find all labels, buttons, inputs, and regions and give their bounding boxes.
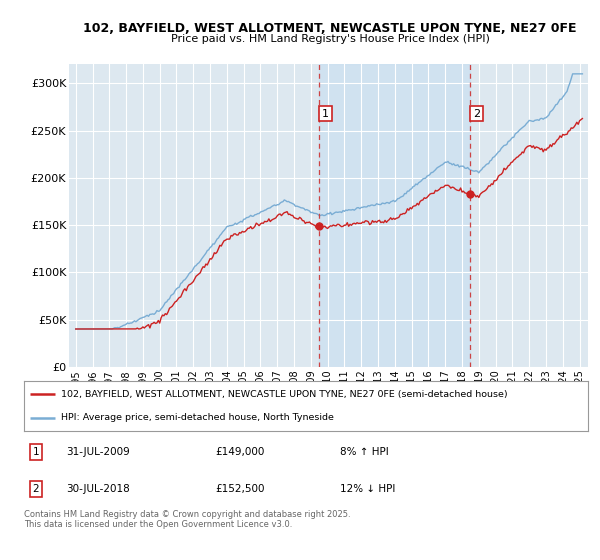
Text: 8% ↑ HPI: 8% ↑ HPI	[340, 447, 389, 457]
Text: 2: 2	[32, 484, 39, 494]
Text: Contains HM Land Registry data © Crown copyright and database right 2025.
This d: Contains HM Land Registry data © Crown c…	[24, 510, 350, 529]
Bar	[319, 64, 470, 367]
Text: HPI: Average price, semi-detached house, North Tyneside: HPI: Average price, semi-detached house,…	[61, 413, 334, 422]
Text: 1: 1	[32, 447, 39, 457]
Text: £152,500: £152,500	[216, 484, 265, 494]
Text: 102, BAYFIELD, WEST ALLOTMENT, NEWCASTLE UPON TYNE, NE27 0FE: 102, BAYFIELD, WEST ALLOTMENT, NEWCASTLE…	[83, 22, 577, 35]
Text: 30-JUL-2018: 30-JUL-2018	[66, 484, 130, 494]
Text: 2: 2	[473, 109, 480, 119]
Text: 102, BAYFIELD, WEST ALLOTMENT, NEWCASTLE UPON TYNE, NE27 0FE (semi-detached hous: 102, BAYFIELD, WEST ALLOTMENT, NEWCASTLE…	[61, 390, 507, 399]
Text: 12% ↓ HPI: 12% ↓ HPI	[340, 484, 395, 494]
Text: Price paid vs. HM Land Registry's House Price Index (HPI): Price paid vs. HM Land Registry's House …	[170, 34, 490, 44]
Text: 1: 1	[322, 109, 329, 119]
Text: 31-JUL-2009: 31-JUL-2009	[66, 447, 130, 457]
Text: £149,000: £149,000	[216, 447, 265, 457]
